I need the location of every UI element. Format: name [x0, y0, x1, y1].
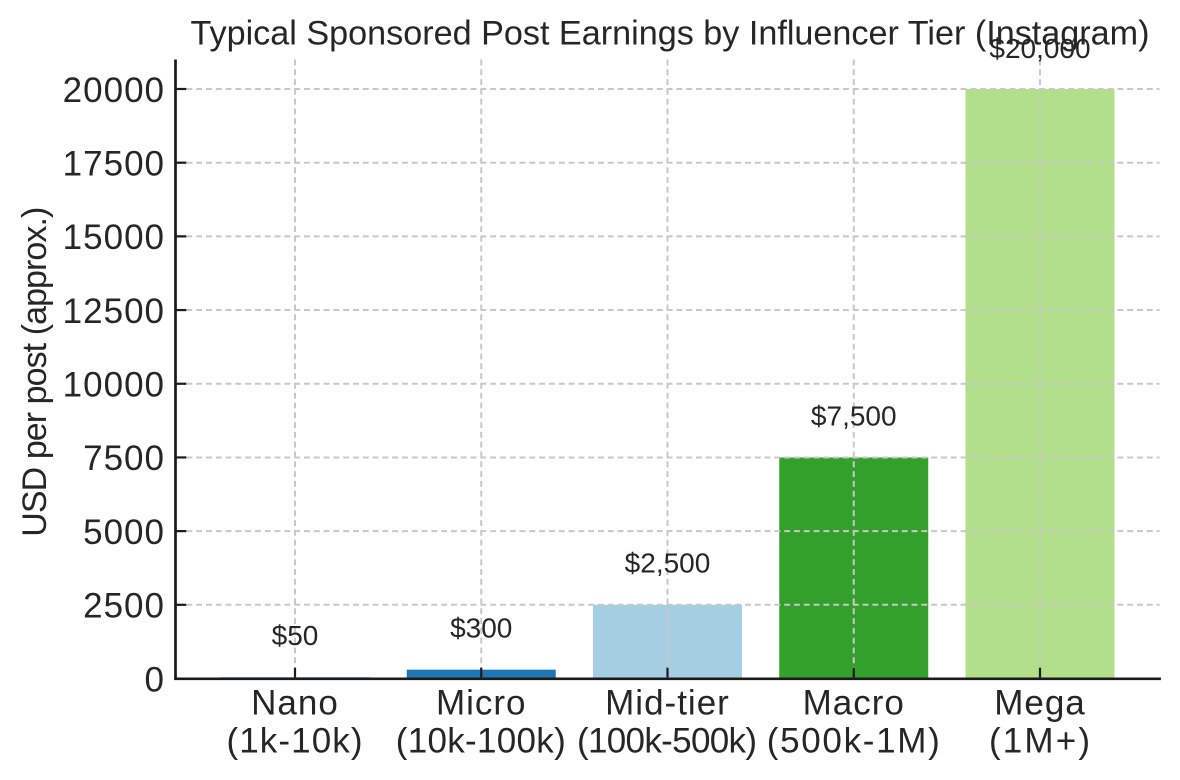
svg-text:Mega: Mega	[994, 684, 1086, 723]
svg-text:$300: $300	[450, 613, 512, 644]
svg-text:$20,000: $20,000	[989, 33, 1090, 64]
svg-text:Micro: Micro	[436, 684, 527, 723]
svg-text:2500: 2500	[83, 587, 165, 626]
svg-text:(500k-1M): (500k-1M)	[767, 721, 941, 760]
svg-text:7500: 7500	[83, 439, 165, 478]
svg-text:Mid-tier: Mid-tier	[605, 684, 730, 723]
svg-text:10000: 10000	[63, 366, 165, 405]
svg-text:17500: 17500	[63, 144, 165, 183]
svg-text:5000: 5000	[83, 513, 165, 552]
svg-text:Typical Sponsored Post Earning: Typical Sponsored Post Earnings by Influ…	[191, 14, 1150, 52]
svg-text:$2,500: $2,500	[625, 548, 711, 579]
svg-text:20000: 20000	[63, 71, 165, 110]
svg-text:USD per post (approx.): USD per post (approx.)	[16, 207, 54, 537]
svg-text:12500: 12500	[63, 292, 165, 331]
svg-text:(100k-500k): (100k-500k)	[577, 721, 758, 760]
svg-text:(1M+): (1M+)	[989, 721, 1091, 760]
svg-text:Nano: Nano	[251, 684, 339, 723]
svg-text:$7,500: $7,500	[811, 400, 897, 431]
svg-text:(10k-100k): (10k-100k)	[396, 721, 567, 760]
svg-text:Macro: Macro	[803, 684, 905, 723]
svg-text:0: 0	[145, 660, 165, 699]
svg-text:$50: $50	[272, 620, 319, 651]
svg-text:15000: 15000	[63, 218, 165, 257]
svg-text:(1k-10k): (1k-10k)	[227, 721, 364, 760]
